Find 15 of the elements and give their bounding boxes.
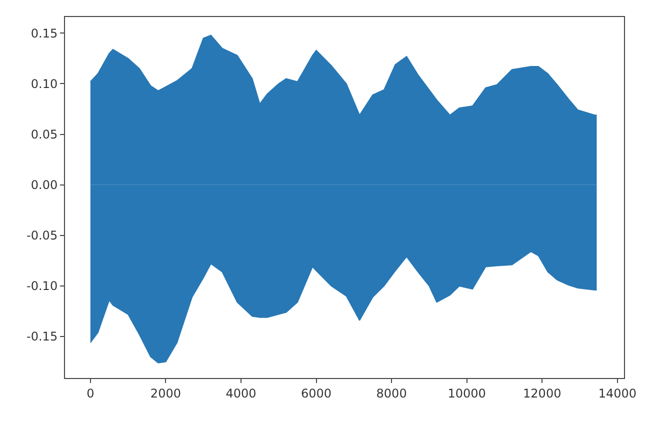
y-tick-label: 0.15	[30, 26, 58, 40]
x-tick-label: 6000	[300, 386, 332, 400]
x-tick-label: 0	[86, 386, 94, 400]
x-tick-label: 4000	[226, 386, 256, 400]
y-tick-label: 0.05	[30, 128, 58, 142]
y-tick-label: 0.10	[30, 76, 58, 91]
y-tick-label: 0.00	[30, 178, 58, 192]
x-tick-label: 10000	[448, 386, 486, 400]
x-tick-label: 8000	[376, 386, 407, 400]
y-tick-label: -0.10	[26, 279, 58, 294]
y-tick-label: -0.15	[26, 330, 58, 344]
x-tick-label: 14000	[598, 386, 637, 400]
x-tick-label: 2000	[150, 386, 181, 400]
x-tick-label: 12000	[523, 386, 562, 400]
y-tick-label: -0.05	[26, 228, 58, 243]
